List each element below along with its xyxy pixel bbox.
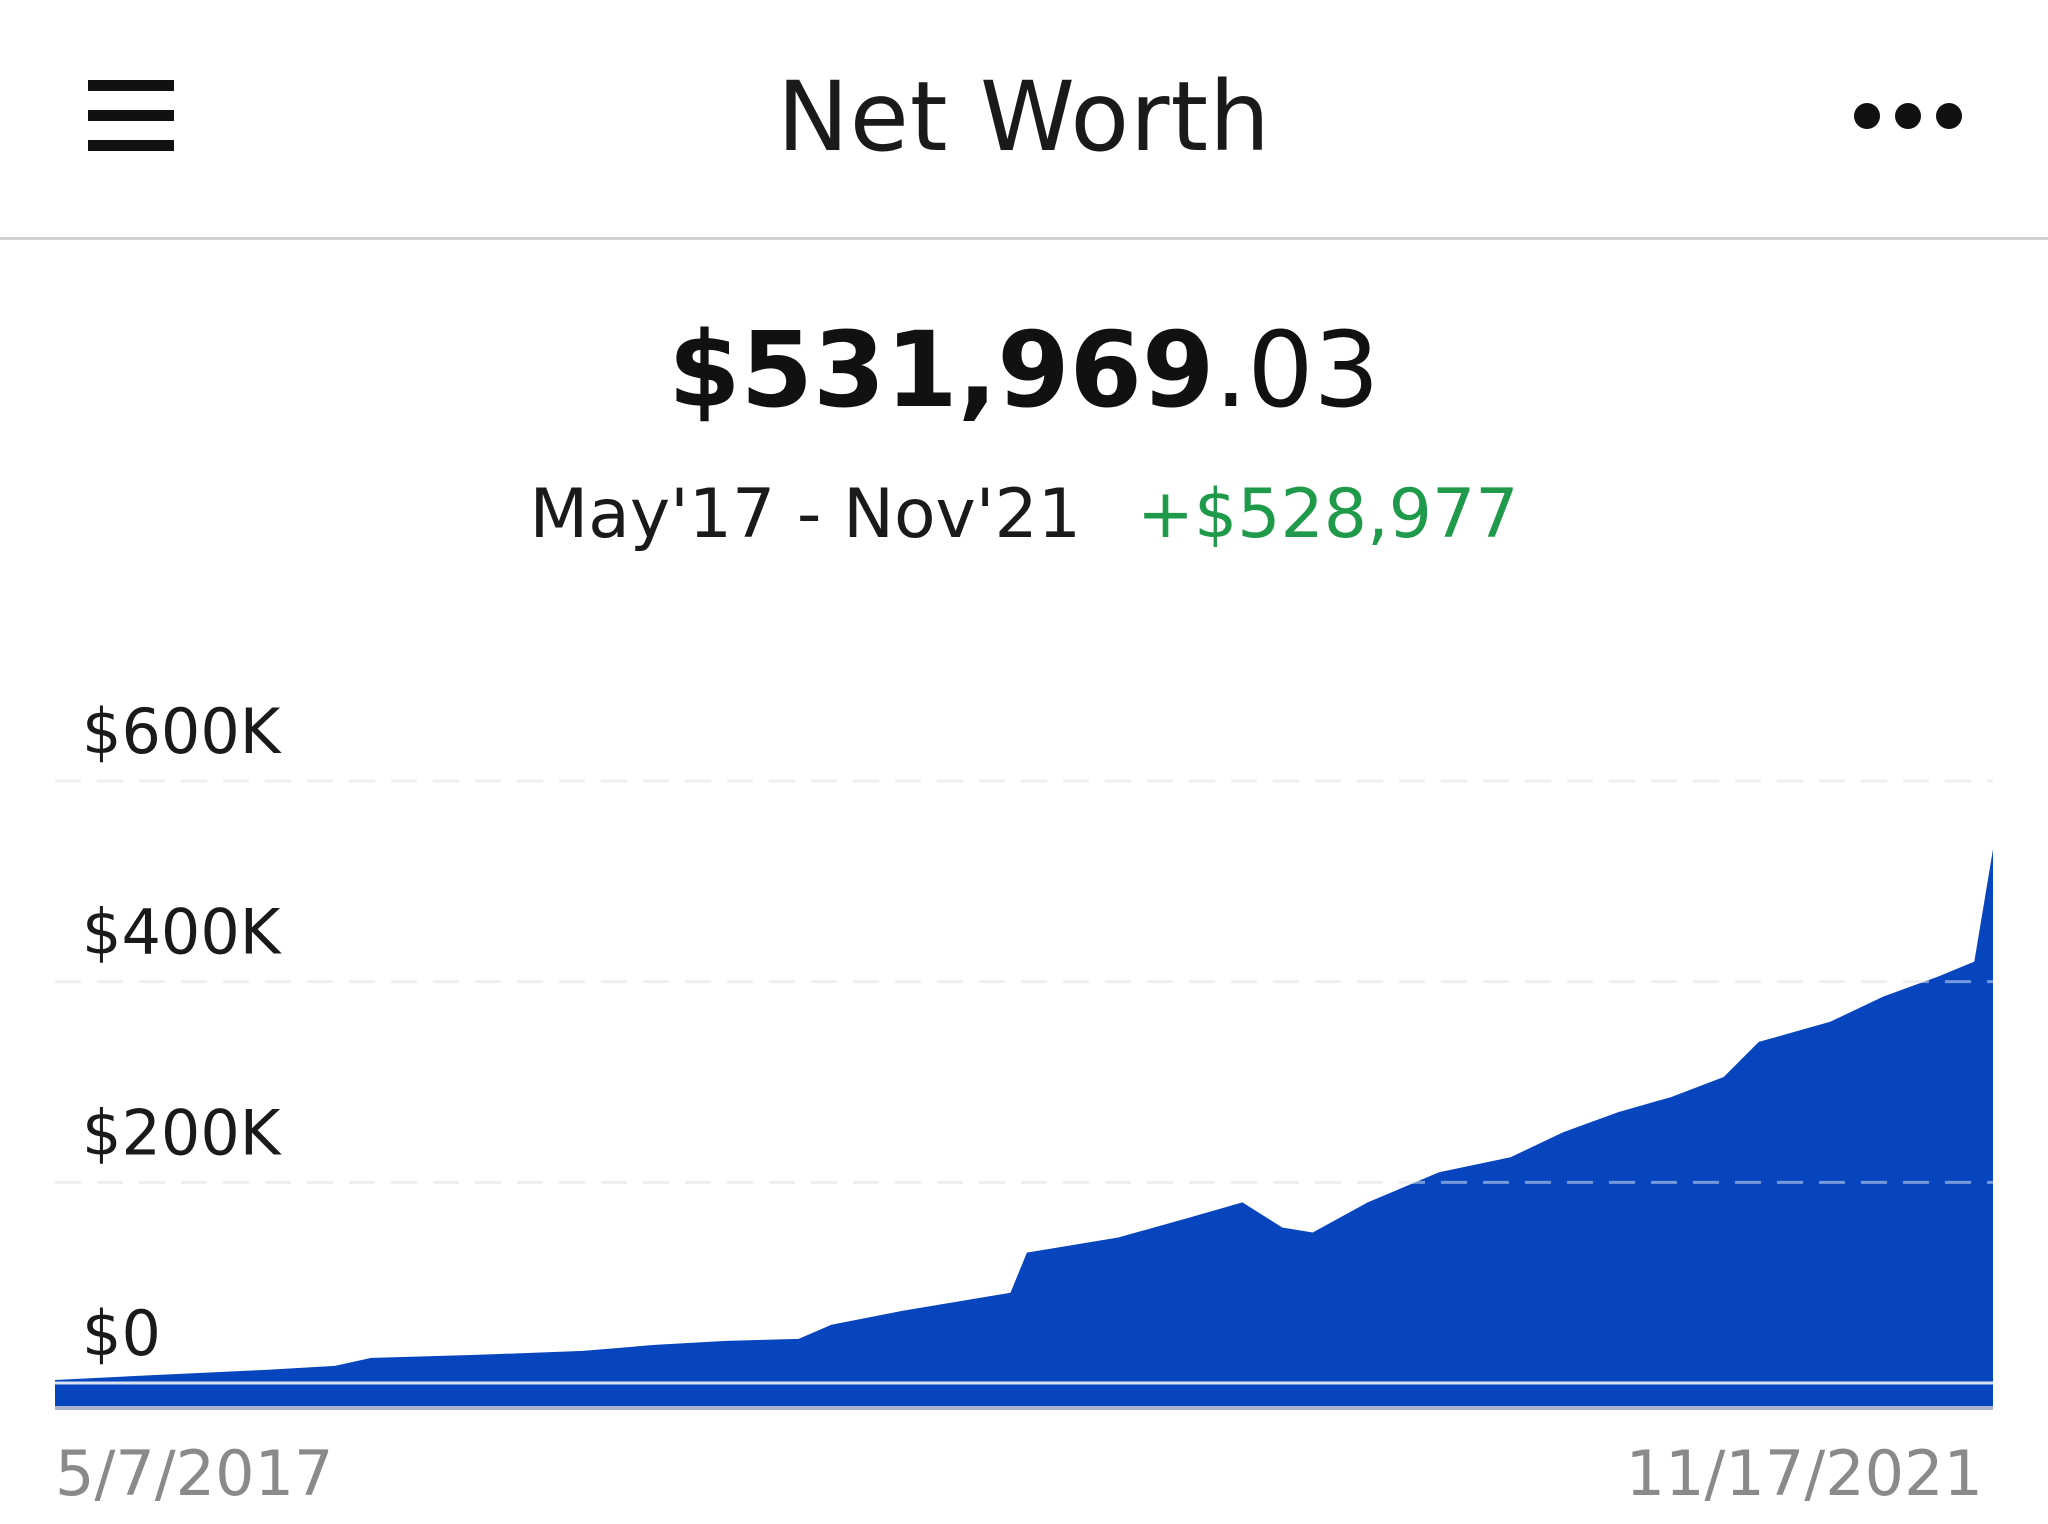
period-summary: May'17 - Nov'21 +$528,977 bbox=[0, 470, 2048, 560]
y-tick-label: $600K bbox=[82, 695, 282, 768]
more-options-icon[interactable] bbox=[1848, 80, 1968, 150]
menu-bar-middle bbox=[88, 110, 174, 121]
hamburger-menu-icon[interactable] bbox=[80, 70, 180, 170]
more-dot-1 bbox=[1854, 103, 1880, 129]
page-title: Net Worth bbox=[776, 61, 1271, 173]
more-dot-2 bbox=[1895, 103, 1921, 129]
top-bar: Net Worth bbox=[0, 0, 2048, 240]
y-tick-label: $0 bbox=[82, 1297, 161, 1370]
y-tick-label: $400K bbox=[82, 896, 282, 969]
y-tick-label: $200K bbox=[82, 1096, 282, 1169]
menu-bar-bottom bbox=[88, 140, 174, 151]
net-change-label: +$528,977 bbox=[1137, 475, 1519, 554]
menu-bar-top bbox=[88, 80, 174, 91]
x-tick-label-end: 11/17/2021 bbox=[1626, 1437, 1983, 1510]
net-worth-area bbox=[55, 849, 1993, 1408]
total-whole: $531,969 bbox=[668, 309, 1215, 431]
x-tick-label-start: 5/7/2017 bbox=[55, 1437, 333, 1510]
date-range-label[interactable]: May'17 - Nov'21 bbox=[529, 475, 1082, 554]
total-cents: .03 bbox=[1214, 309, 1380, 431]
more-dot-3 bbox=[1936, 103, 1962, 129]
net-worth-chart[interactable]: $600K $400K $200K $0 5/7/2017 11/17/2021 bbox=[0, 680, 2048, 1520]
net-worth-total: $531,969.03 bbox=[0, 310, 2048, 430]
